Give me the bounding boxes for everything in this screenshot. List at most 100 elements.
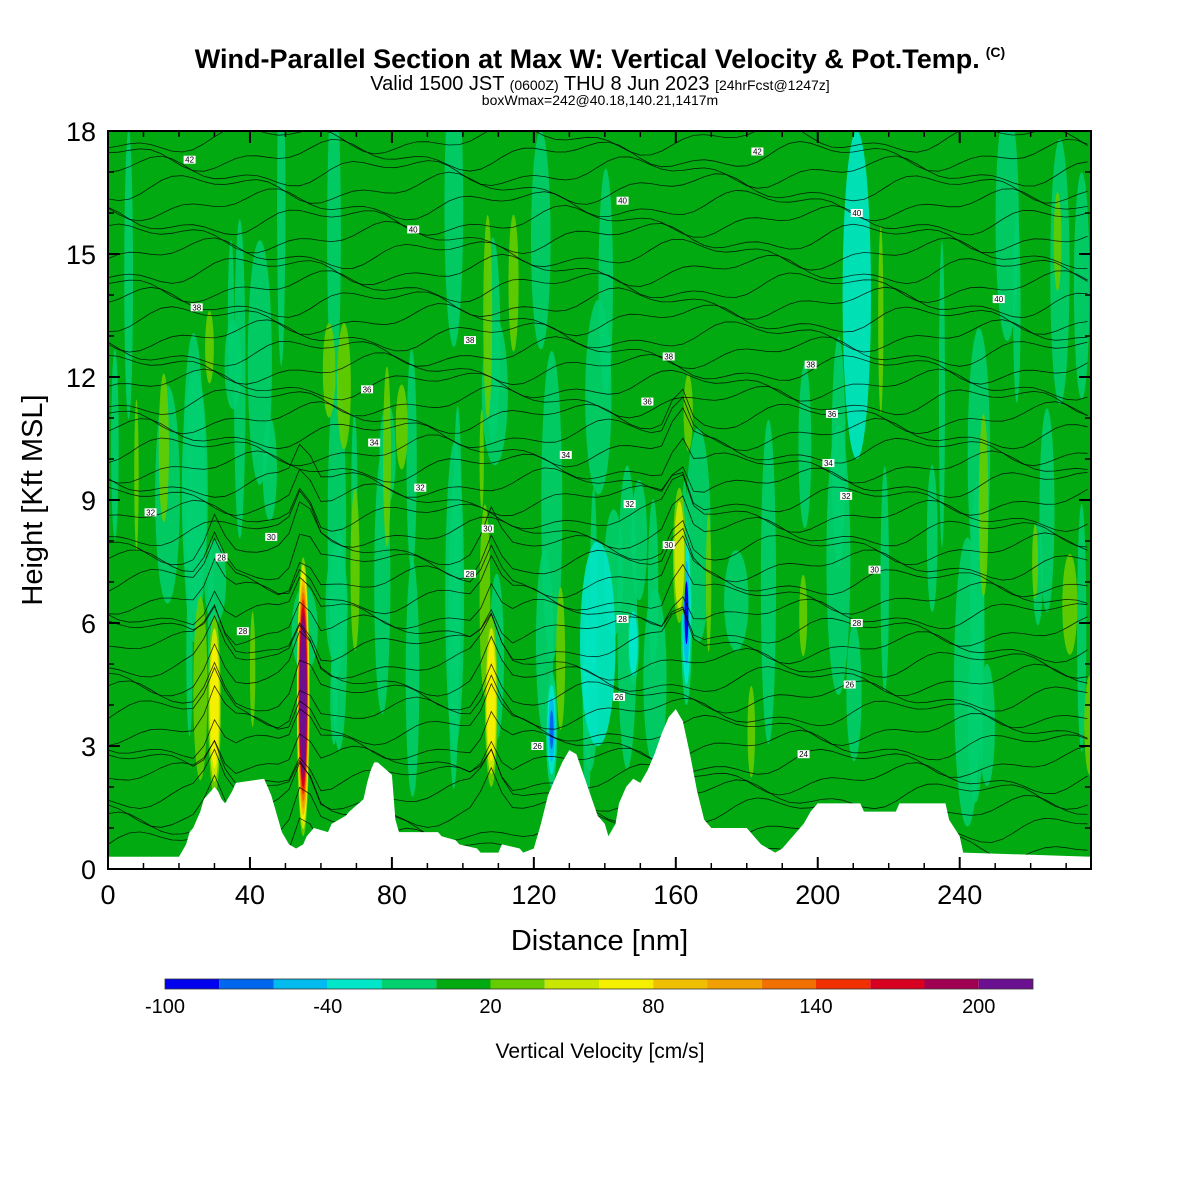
theta-contour [108, 708, 1088, 763]
contour-label: 28 [463, 569, 476, 579]
contour-label: 38 [662, 352, 675, 362]
y-tick-label: 0 [81, 855, 96, 885]
field-patch [846, 624, 862, 762]
field-patch [585, 299, 612, 495]
field-patch [1032, 524, 1039, 600]
contour-label: 32 [144, 508, 157, 517]
contour-label: 40 [992, 295, 1005, 304]
contour-label-box [616, 196, 629, 205]
field-patch [631, 479, 648, 601]
contour-label-box [531, 742, 544, 750]
field-patch [556, 586, 566, 730]
theta-contour [108, 253, 1088, 287]
contour-label-text: 26 [845, 681, 854, 690]
contour-label-text: 40 [618, 197, 627, 206]
contour-label-text: 30 [483, 525, 492, 534]
updraft-core [674, 501, 685, 610]
field-patch [1084, 675, 1091, 775]
contour-label-box [463, 569, 476, 578]
contour-label-text: 38 [192, 303, 201, 312]
contour-label-text: 40 [409, 225, 418, 234]
field-patch [705, 512, 712, 652]
contour-label-box [414, 483, 427, 492]
theta-contour [108, 666, 1088, 730]
theta-contour [108, 385, 1088, 419]
contour-label-box [850, 209, 863, 217]
field-patch [685, 427, 711, 643]
contour-label-box [463, 336, 476, 345]
contour-label-text: 36 [363, 385, 372, 394]
colorbar-swatch [761, 979, 816, 989]
theta-contour [108, 613, 1088, 681]
colorbar-swatch [870, 979, 925, 989]
contour-label: 26 [843, 680, 856, 690]
theta-contour [108, 396, 1088, 451]
field-patch [995, 131, 1019, 341]
field-patch [798, 364, 812, 529]
terrain [108, 709, 1091, 869]
contour-label: 36 [641, 397, 654, 407]
downdraft-core [549, 710, 554, 750]
colorbar-swatch [382, 979, 437, 989]
contour-label: 38 [804, 360, 817, 370]
contour-label: 28 [616, 614, 629, 624]
theta-contour [108, 682, 1088, 746]
contour-label-box [843, 680, 856, 689]
field-patch [479, 409, 484, 511]
colorbar-frame [164, 978, 1034, 990]
colorbar-swatch [653, 979, 708, 989]
contour-label: 30 [868, 565, 881, 575]
contour-label: 30 [265, 532, 278, 542]
colorbar-swatch [273, 979, 328, 989]
field-patch [111, 349, 119, 540]
colorbar-swatch [924, 979, 979, 989]
contour-label-box [623, 500, 636, 509]
contour-label-box [850, 619, 863, 627]
x-axis-label: Distance [nm] [511, 925, 688, 957]
box-info: boxWmax=242@40.18,140.21,1417m [481, 92, 719, 108]
contour-label: 28 [215, 553, 228, 562]
theta-contour [108, 527, 1088, 583]
colorbar-tick-label: 140 [799, 996, 832, 1018]
contour-label-box [190, 303, 203, 312]
contour-label: 30 [662, 541, 675, 550]
theta-contour [108, 601, 1088, 647]
theta-contour [108, 733, 1088, 778]
contour-label-text: 40 [994, 295, 1003, 304]
contour-label-text: 30 [267, 533, 276, 542]
contour-label-text: 36 [827, 410, 836, 419]
contour-label-box [236, 627, 249, 636]
theta-contour [108, 554, 1088, 615]
y-tick-label: 12 [66, 363, 96, 393]
theta-contour [108, 603, 1088, 665]
contour-label-text: 32 [146, 508, 155, 517]
theta-contour [108, 286, 1088, 320]
contour-label-text: 34 [824, 459, 833, 468]
plot-area: 42 40 38 38 36 34 32 32 30 30 28 28 28 26 42 40 40 40 38 38… [108, 131, 1091, 869]
colorbar-tick-label: -100 [145, 996, 185, 1018]
x-tick-label: 80 [377, 880, 407, 910]
theta-contour [108, 220, 1088, 255]
contour-label-box [559, 450, 572, 459]
field-patch [954, 537, 981, 827]
field-patch [134, 399, 139, 551]
chart-title: Wind-Parallel Section at Max W: Vertical… [194, 44, 1006, 74]
field-patch [445, 441, 465, 750]
colorbar-swatch [327, 979, 382, 989]
theta-contour [108, 576, 1088, 630]
contour-label-box [407, 225, 420, 234]
contour-label-text: 32 [842, 492, 851, 501]
field-patch [277, 131, 286, 366]
theta-contour [108, 204, 1088, 238]
field-patch [724, 550, 749, 652]
field-patch [193, 596, 208, 781]
colorbar-swatch [436, 979, 491, 989]
field-patch [1077, 503, 1087, 753]
contour-label-box [361, 385, 374, 394]
theta-contour [108, 501, 1088, 566]
x-tick-label: 200 [795, 880, 840, 910]
contour-label-text: 42 [185, 156, 194, 165]
contour-label: 36 [361, 385, 374, 394]
contour-label-box [368, 438, 381, 447]
theta-contour [108, 443, 1088, 498]
